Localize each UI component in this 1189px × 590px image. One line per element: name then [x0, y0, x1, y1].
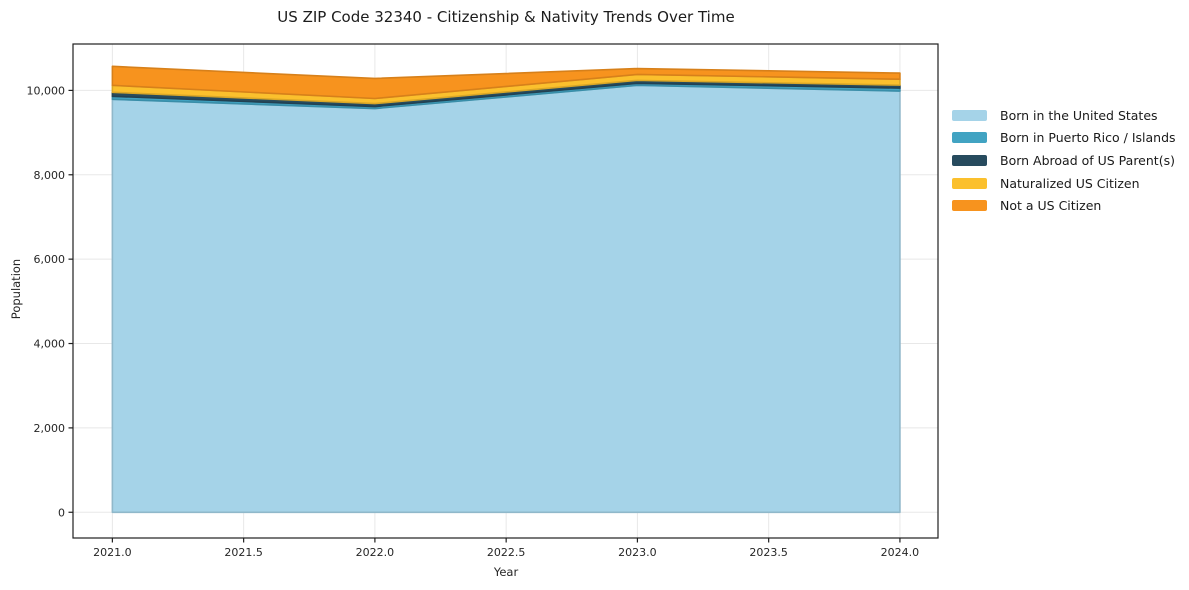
legend: Born in the United States Born in Puerto … [952, 104, 1176, 217]
legend-swatch [952, 200, 987, 212]
legend-item: Born Abroad of US Parent(s) [952, 149, 1176, 172]
y-tick-label: 8,000 [34, 169, 66, 182]
legend-item: Born in the United States [952, 104, 1176, 127]
y-axis-label: Population [9, 258, 23, 320]
x-tick-label: 2023.5 [749, 546, 788, 559]
legend-swatch [952, 154, 987, 166]
legend-label: Naturalized US Citizen [1000, 175, 1140, 191]
chart-title: US ZIP Code 32340 - Citizenship & Nativi… [277, 8, 735, 26]
legend-label: Born in Puerto Rico / Islands [1000, 130, 1176, 146]
x-tick-label: 2023.0 [618, 546, 657, 559]
legend-label: Born Abroad of US Parent(s) [1000, 152, 1175, 168]
x-tick-label: 2022.5 [487, 546, 526, 559]
y-tick-label: 2,000 [34, 422, 66, 435]
legend-swatch [952, 132, 987, 144]
legend-item: Not a US Citizen [952, 194, 1176, 217]
y-tick-label: 4,000 [34, 338, 66, 351]
x-tick-label: 2022.0 [356, 546, 395, 559]
plot-frame [72, 43, 939, 539]
legend-label: Born in the United States [1000, 107, 1158, 123]
y-tick-label: 0 [58, 506, 65, 519]
legend-item: Naturalized US Citizen [952, 172, 1176, 195]
x-tick-label: 2024.0 [881, 546, 920, 559]
y-tick-label: 6,000 [34, 253, 66, 266]
area-series-4 [111, 65, 901, 100]
x-tick-label: 2021.0 [93, 546, 132, 559]
x-axis-label: Year [493, 565, 519, 579]
legend-swatch [952, 177, 987, 189]
legend-label: Not a US Citizen [1000, 198, 1102, 214]
legend-item: Born in Puerto Rico / Islands [952, 127, 1176, 150]
y-tick-label: 10,000 [27, 84, 66, 97]
x-tick-label: 2021.5 [224, 546, 263, 559]
area-series-0 [111, 84, 901, 514]
legend-swatch [952, 109, 987, 121]
